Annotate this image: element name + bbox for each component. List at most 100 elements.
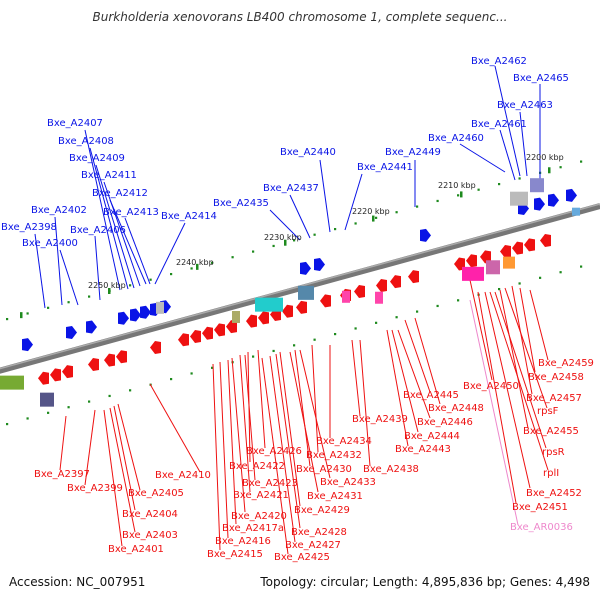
- gene-label-top[interactable]: Bxe_A2402: [31, 205, 87, 216]
- reverse-gene-arrow: [296, 300, 307, 314]
- leader-line-top: [459, 143, 506, 173]
- gene-label-bottom[interactable]: Bxe_A2433: [320, 477, 376, 488]
- gene-label-bottom[interactable]: Bxe_A2455: [523, 426, 579, 437]
- gene-label-top[interactable]: Bxe_A2441: [357, 162, 413, 173]
- gene-label-bottom[interactable]: Bxe_A2448: [428, 403, 484, 414]
- gene-label-bottom[interactable]: rplI: [543, 468, 559, 479]
- leader-line-bottom: [149, 383, 201, 473]
- reverse-gene-arrow: [226, 320, 237, 334]
- gene-label-bottom[interactable]: Bxe_A2443: [395, 444, 451, 455]
- track-dot: [149, 278, 152, 281]
- gene-label-top[interactable]: Bxe_A2460: [428, 133, 484, 144]
- gene-label-bottom[interactable]: Bxe_A2401: [108, 544, 164, 555]
- gene-label-bottom[interactable]: Bxe_A2459: [538, 358, 594, 369]
- gene-label-bottom[interactable]: Bxe_A2403: [122, 530, 178, 541]
- gene-label-top[interactable]: Bxe_A2435: [213, 198, 269, 209]
- track-dot: [47, 306, 50, 309]
- leader-line-bottom: [109, 407, 136, 533]
- gene-label-bottom[interactable]: Bxe_A2422: [229, 461, 285, 472]
- gene-label-top[interactable]: Bxe_A2413: [103, 207, 159, 218]
- reverse-gene-arrow: [62, 365, 73, 379]
- gene-label-bottom[interactable]: Bxe_A2416: [215, 536, 271, 547]
- leader-line-bottom: [113, 405, 136, 511]
- gene-label-bottom[interactable]: Bxe_A2451: [512, 502, 568, 513]
- leader-line-bottom: [59, 415, 67, 471]
- leader-line-bottom: [489, 291, 549, 471]
- gene-label-bottom[interactable]: Bxe_A2430: [296, 464, 352, 475]
- leader-line-bottom: [529, 289, 549, 361]
- leader-line-top: [109, 199, 147, 285]
- gene-label-bottom[interactable]: Bxe_A2423: [242, 478, 298, 489]
- gene-label-top[interactable]: Bxe_A2406: [70, 225, 126, 236]
- gene-label-bottom[interactable]: Bxe_A2458: [528, 372, 584, 383]
- gene-label-bottom[interactable]: Bxe_A2427: [285, 540, 341, 551]
- forward-gene-arrow: [300, 261, 311, 275]
- gene-label-bottom[interactable]: Bxe_A2445: [403, 390, 459, 401]
- leader-line-bottom: [231, 357, 246, 513]
- track-dot: [67, 406, 70, 409]
- gene-label-bottom[interactable]: Bxe_A2426: [246, 446, 302, 457]
- gene-label-top[interactable]: Bxe_A2400: [22, 238, 78, 249]
- track-dot: [6, 317, 9, 321]
- forward-gene-arrow: [566, 188, 577, 202]
- gene-label-bottom[interactable]: Bxe_A2438: [363, 464, 419, 475]
- gene-label-bottom[interactable]: Bxe_A2444: [404, 431, 460, 442]
- gene-label-top[interactable]: Bxe_A2449: [385, 147, 441, 158]
- gene-label-top[interactable]: Bxe_A2437: [263, 183, 319, 194]
- gene-label-top[interactable]: Bxe_A2414: [161, 211, 217, 222]
- gene-label-top[interactable]: Bxe_A2411: [81, 170, 137, 181]
- gene-label-top[interactable]: Bxe_A2465: [513, 73, 569, 84]
- feature-block: [342, 290, 350, 303]
- gene-label-top[interactable]: Bxe_A2463: [497, 100, 553, 111]
- gene-label-bottom[interactable]: rpsR: [542, 447, 565, 458]
- gene-label-bottom[interactable]: Bxe_A2432: [306, 450, 362, 461]
- track-dot: [170, 272, 173, 276]
- track-dot: [272, 244, 275, 248]
- gene-label-top[interactable]: Bxe_A2462: [471, 56, 527, 67]
- gene-label-top[interactable]: Bxe_A2409: [69, 153, 125, 164]
- gene-label-top[interactable]: Bxe_A2407: [47, 118, 103, 129]
- reverse-gene-arrow: [320, 294, 331, 308]
- leader-line-bottom: [103, 409, 123, 547]
- gene-label-bottom[interactable]: Bxe_A2404: [122, 509, 178, 520]
- gene-label-bottom[interactable]: Bxe_A2452: [526, 488, 582, 499]
- kbp-label: 2210 kbp: [438, 181, 476, 190]
- gene-label-bottom[interactable]: Bxe_AR0036: [510, 522, 573, 533]
- gene-label-bottom[interactable]: Bxe_A2429: [294, 505, 350, 516]
- gene-label-bottom[interactable]: Bxe_A2439: [352, 414, 408, 425]
- gene-label-top[interactable]: Bxe_A2408: [58, 136, 114, 147]
- gene-label-bottom[interactable]: Bxe_A2405: [128, 488, 184, 499]
- gene-label-top[interactable]: Bxe_A2461: [471, 119, 527, 130]
- track-dot: [580, 160, 583, 163]
- gene-label-bottom[interactable]: Bxe_A2397: [34, 469, 90, 480]
- gene-label-bottom[interactable]: Bxe_A2450: [463, 381, 519, 392]
- gene-label-bottom[interactable]: Bxe_A2399: [67, 483, 123, 494]
- leader-line-bottom: [404, 319, 431, 393]
- gene-label-bottom[interactable]: Bxe_A2457: [526, 393, 582, 404]
- gene-label-bottom[interactable]: Bxe_A2420: [231, 511, 287, 522]
- gene-label-bottom[interactable]: rpsF: [537, 406, 559, 417]
- gene-label-top[interactable]: Bxe_A2398: [1, 222, 57, 233]
- gene-label-bottom[interactable]: Bxe_A2425: [274, 552, 330, 563]
- gene-label-top[interactable]: Bxe_A2440: [280, 147, 336, 158]
- track-dot: [313, 338, 316, 341]
- major-tick: [108, 287, 111, 294]
- track-dot: [580, 265, 583, 268]
- gene-label-bottom[interactable]: Bxe_A2410: [155, 470, 211, 481]
- gene-label-bottom[interactable]: Bxe_A2417a: [222, 523, 284, 534]
- leader-line-top: [344, 173, 363, 231]
- gene-label-bottom[interactable]: Bxe_A2421: [233, 490, 289, 501]
- gene-label-bottom[interactable]: Bxe_A2415: [207, 549, 263, 560]
- gene-label-bottom[interactable]: Bxe_A2434: [316, 436, 372, 447]
- feature-block: [232, 310, 240, 323]
- gene-label-bottom[interactable]: Bxe_A2428: [291, 527, 347, 538]
- gene-label-bottom[interactable]: Bxe_A2446: [417, 417, 473, 428]
- track-dot: [498, 182, 501, 186]
- reverse-gene-arrow: [178, 333, 189, 347]
- track-dot: [293, 239, 296, 242]
- leader-line-top: [59, 249, 79, 306]
- gene-label-bottom[interactable]: Bxe_A2431: [307, 491, 363, 502]
- gene-label-top[interactable]: Bxe_A2412: [92, 188, 148, 199]
- feature-block: [486, 260, 500, 275]
